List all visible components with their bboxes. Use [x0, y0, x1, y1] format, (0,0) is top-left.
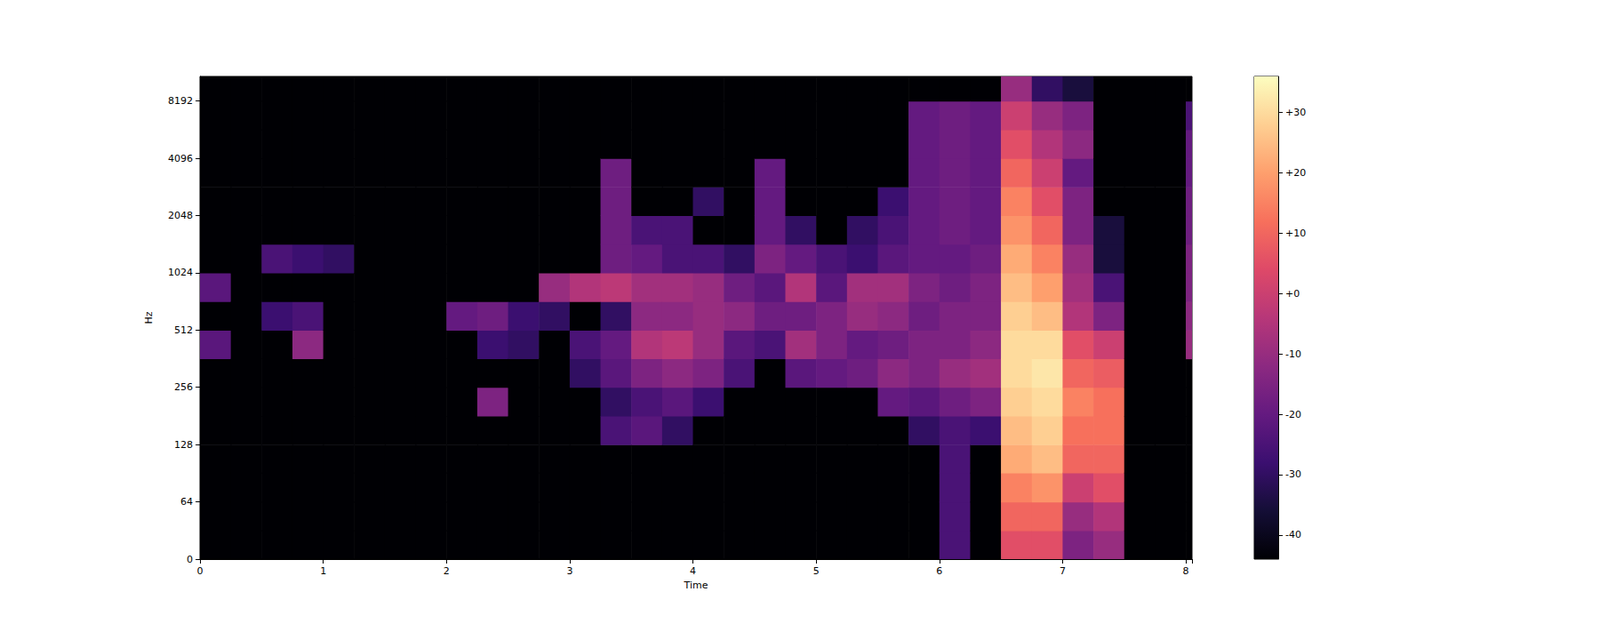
svg-text:-20: -20	[1285, 408, 1302, 421]
svg-text:-10: -10	[1285, 348, 1302, 360]
svg-text:2048: 2048	[168, 209, 193, 222]
svg-text:256: 256	[174, 381, 193, 393]
svg-text:0: 0	[186, 553, 193, 566]
svg-text:2: 2	[443, 565, 450, 577]
svg-text:6: 6	[936, 565, 943, 577]
svg-text:+10: +10	[1285, 227, 1306, 240]
svg-text:Hz: Hz	[143, 311, 155, 324]
svg-text:8192: 8192	[168, 95, 193, 107]
svg-text:-30: -30	[1285, 468, 1302, 480]
svg-text:3: 3	[566, 565, 573, 577]
svg-text:8: 8	[1183, 565, 1190, 577]
svg-text:4: 4	[689, 565, 696, 577]
svg-text:+0: +0	[1285, 288, 1300, 300]
svg-text:5: 5	[813, 565, 820, 577]
svg-text:-40: -40	[1285, 528, 1302, 541]
svg-text:7: 7	[1059, 565, 1066, 577]
svg-text:4096: 4096	[168, 152, 193, 165]
svg-text:512: 512	[174, 324, 193, 336]
svg-text:64: 64	[180, 496, 193, 508]
svg-text:128: 128	[174, 439, 193, 451]
svg-text:+20: +20	[1285, 167, 1306, 179]
svg-text:Time: Time	[683, 579, 709, 592]
svg-text:+30: +30	[1285, 106, 1306, 119]
svg-text:1024: 1024	[168, 266, 193, 279]
svg-text:0: 0	[197, 565, 204, 577]
svg-text:1: 1	[320, 565, 327, 577]
